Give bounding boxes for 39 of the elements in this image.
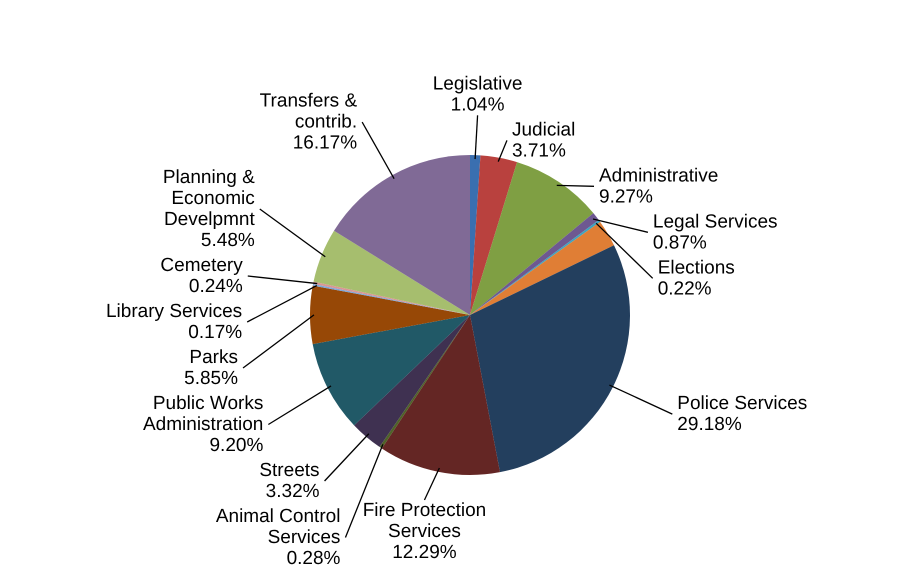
pie-slice: [382, 315, 500, 475]
slice-label: Transfers & contrib.: [260, 90, 358, 133]
slice-label: Police Services: [677, 393, 808, 414]
data-label: 0.17%: [188, 322, 242, 343]
slice-label: Legal Services: [652, 211, 778, 232]
data-label: 0.22%: [658, 278, 712, 300]
data-label: 5.85%: [184, 368, 238, 389]
data-label: 29.18%: [677, 414, 742, 436]
data-label: 3.32%: [266, 481, 320, 502]
slice-label: Elections: [658, 257, 735, 278]
pie-slice: [470, 162, 594, 315]
pie-slice: [312, 315, 470, 426]
slice-label: Fire Protection Services: [362, 500, 486, 542]
pie-slice: [354, 315, 470, 447]
data-label: 16.17%: [292, 132, 358, 154]
slice-label: Legislative: [432, 73, 522, 94]
data-label: 9.27%: [599, 186, 653, 208]
data-label: 9.20%: [209, 435, 264, 456]
slice-label: Public Works Administration: [142, 393, 264, 435]
slice-label: Planning & Economic Develpmnt: [162, 167, 256, 230]
slice-label: Parks: [189, 347, 238, 368]
slice-label: Library Services: [106, 301, 242, 322]
data-label: 0.24%: [188, 276, 243, 297]
slice-label: Cemetery: [160, 255, 244, 276]
pie-slice: [470, 155, 518, 315]
slice-label: Animal Control Services: [216, 506, 340, 548]
pie-slice: [470, 245, 630, 472]
pie-slice: [314, 230, 470, 315]
pie-slice: [334, 155, 470, 315]
data-label: 0.28%: [286, 548, 341, 569]
data-label: 3.71%: [512, 140, 566, 162]
data-label: 12.29%: [392, 542, 457, 564]
slice-label: Administrative: [599, 165, 718, 186]
slice-label: Streets: [259, 460, 320, 481]
pie-slice: [310, 286, 470, 344]
data-label: 1.04%: [450, 94, 505, 116]
slice-label: Judicial: [512, 119, 576, 140]
data-label: 0.87%: [652, 232, 707, 254]
data-label: 5.48%: [200, 230, 255, 251]
